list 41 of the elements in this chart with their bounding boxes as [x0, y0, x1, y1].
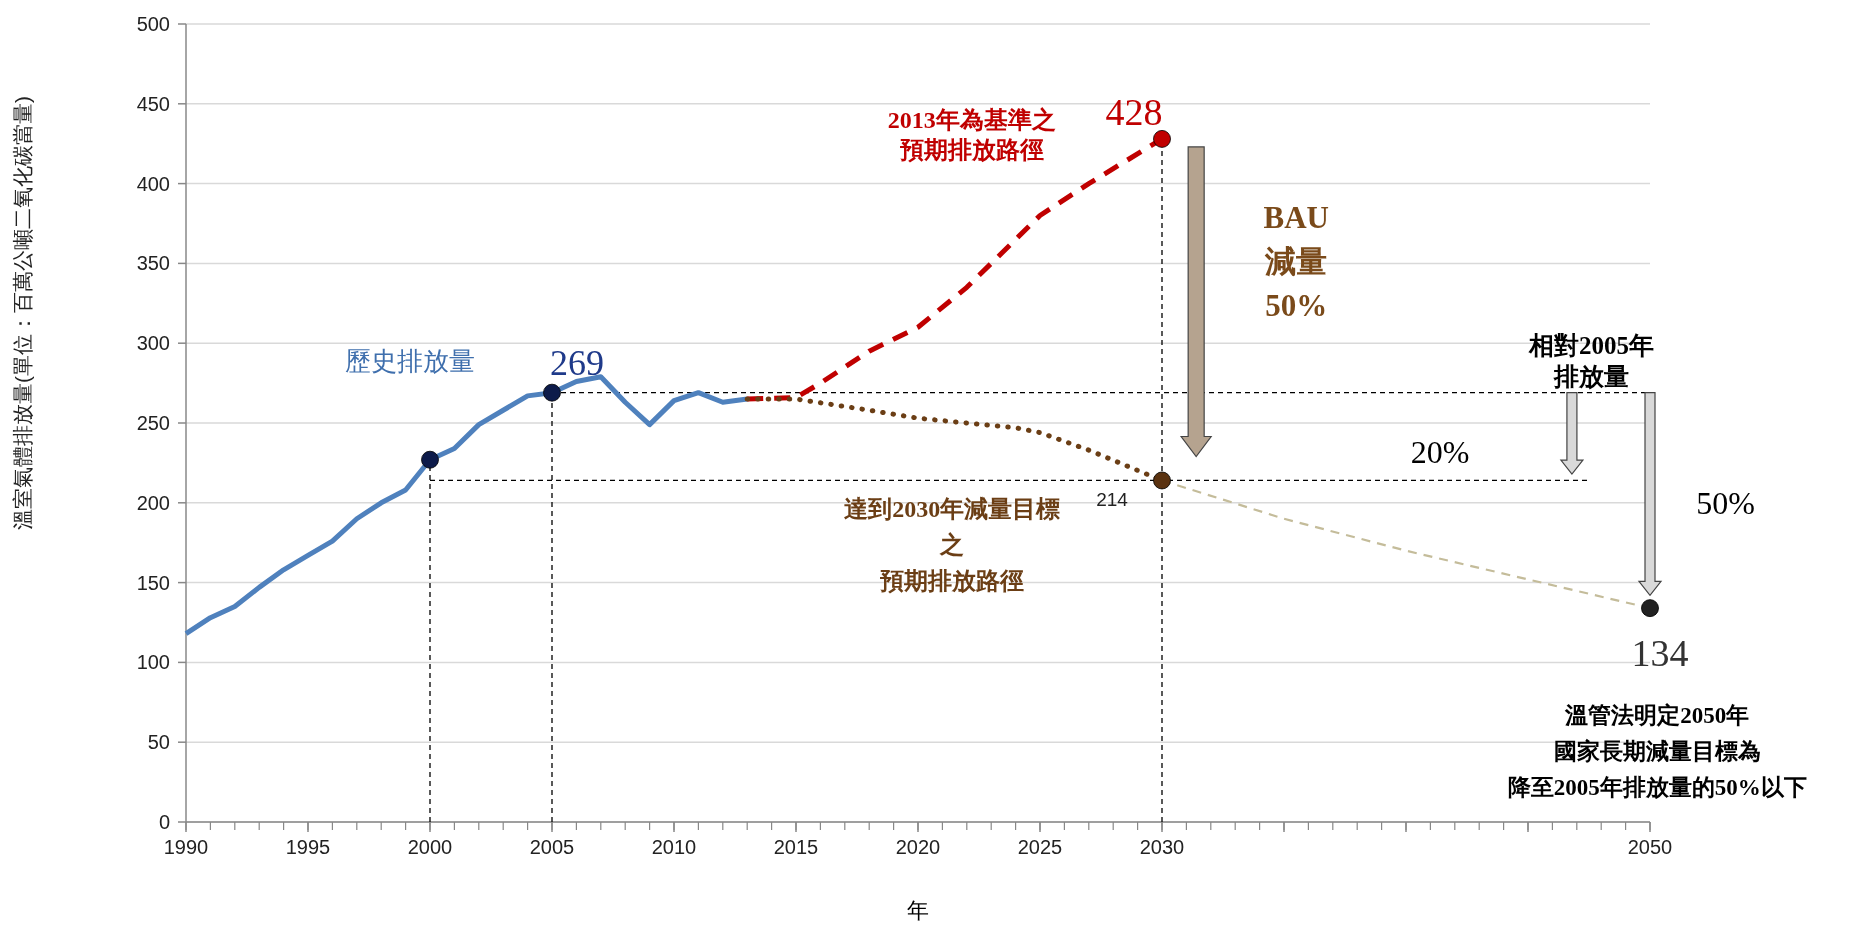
y-tick-label: 200 [136, 491, 170, 514]
x-tick-label: 1990 [163, 836, 209, 858]
annotation: BAU 減量 50% [1263, 200, 1329, 324]
annotation: 相對2005年 [1527, 332, 1654, 360]
annotation: 20% [1410, 433, 1470, 470]
y-axis-title: 溫室氣體排放量(單位：百萬公噸二氧化碳當量) [11, 96, 34, 530]
annotation: 達到2030年減量目標 [844, 496, 1061, 523]
annotation: 溫管法明定2050年 [1564, 702, 1750, 729]
y-tick-label: 150 [136, 571, 170, 594]
annotation: 134 [1631, 632, 1689, 675]
text: 50% [1696, 484, 1755, 521]
annotation: 之 [939, 532, 965, 559]
annotation: 214 [1096, 489, 1129, 511]
annotation: 預期排放路徑 [898, 137, 1044, 164]
x-tick-label: 2010 [651, 836, 697, 858]
x-tick-label: 2025 [1017, 836, 1063, 858]
y-tick-label: 500 [136, 13, 170, 35]
x-tick-label: 2030 [1139, 836, 1185, 858]
y-tick-label: 50 [147, 731, 170, 754]
annotation: 269 [550, 342, 604, 383]
y-tick-label: 400 [136, 172, 170, 195]
y-tick-label: 100 [136, 651, 170, 674]
annotation: 2013年為基準之 [887, 106, 1056, 133]
annotation: 排放量 [1552, 362, 1629, 390]
x-axis-title: 年 [907, 898, 929, 923]
y-tick-label: 300 [136, 332, 170, 355]
x-tick-label: 1995 [285, 836, 331, 858]
x-tick-label: 2000 [407, 836, 453, 858]
x-tick-label: 2005 [529, 836, 575, 858]
x-tick-label: 2020 [895, 836, 941, 858]
x-tick-label: 2050 [1627, 836, 1673, 858]
annotation: 國家長期減量目標為 [1553, 737, 1761, 764]
y-tick-label: 450 [136, 92, 170, 115]
y-tick-label: 250 [136, 412, 170, 434]
annotation: 428 [1105, 90, 1163, 133]
y-tick-label: 0 [158, 811, 170, 833]
annotation: 預期排放路徑 [879, 567, 1025, 594]
x-tick-label: 2015 [773, 836, 819, 858]
annotation: 降至2005年排放量的50%以下 [1507, 774, 1807, 800]
annotation: 歷史排放量 [345, 346, 476, 377]
y-tick-label: 350 [136, 252, 170, 275]
